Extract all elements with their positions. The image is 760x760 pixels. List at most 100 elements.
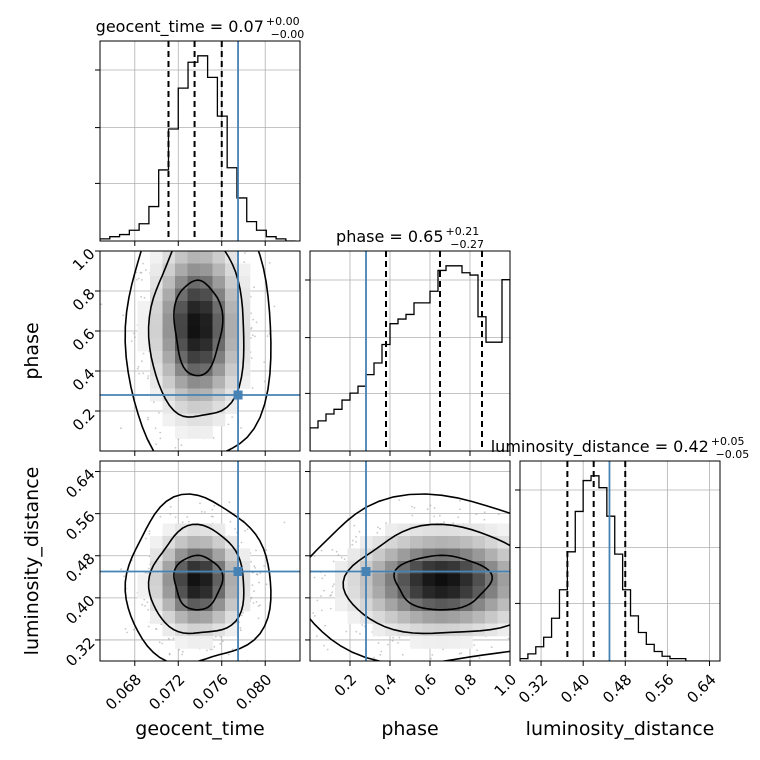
density-cell xyxy=(175,363,188,377)
density-cell xyxy=(150,586,163,599)
sample-point xyxy=(257,605,260,607)
sample-point xyxy=(253,286,256,289)
sample-point xyxy=(250,596,253,599)
sample-point xyxy=(266,335,269,337)
contour-line xyxy=(393,554,494,611)
y-tick-label: 0.32 xyxy=(62,634,98,670)
sample-point xyxy=(253,590,255,593)
sample-point xyxy=(136,367,139,370)
sample-point xyxy=(263,380,266,383)
sample-point xyxy=(229,520,232,523)
density-cell xyxy=(447,573,461,587)
contour-line xyxy=(342,523,510,635)
density-cell xyxy=(175,326,188,339)
sample-point xyxy=(142,352,145,355)
x-tick-label: 0.8 xyxy=(451,671,481,701)
y-axis-label-luminosity-distance: luminosity_distance xyxy=(21,467,43,656)
density-cell xyxy=(397,536,411,549)
density-cell xyxy=(150,338,163,352)
density-cell xyxy=(472,536,486,549)
contour-line xyxy=(124,251,272,451)
density-cell xyxy=(472,561,486,574)
panel-hist-geocent-time xyxy=(95,40,301,246)
sample-point xyxy=(148,532,151,535)
density-cell xyxy=(150,598,163,612)
x-axis-label-luminosity-distance: luminosity_distance xyxy=(526,718,715,740)
sample-point xyxy=(124,628,127,630)
sample-point xyxy=(359,632,361,635)
density-cell xyxy=(175,536,188,549)
sample-point xyxy=(209,648,212,651)
density-cell xyxy=(187,536,201,549)
sample-point xyxy=(331,585,334,588)
sample-point xyxy=(443,521,445,524)
sample-point xyxy=(199,502,201,505)
density-cell xyxy=(187,376,201,389)
sample-point xyxy=(355,535,357,538)
density-cell xyxy=(212,363,226,377)
sample-point xyxy=(323,644,325,647)
density-cell xyxy=(460,573,473,587)
density-cell xyxy=(497,586,510,599)
density-cell xyxy=(435,636,448,649)
sample-point xyxy=(136,278,138,281)
sample-point xyxy=(186,516,189,518)
density-cell xyxy=(422,573,436,587)
sample-point xyxy=(377,526,379,529)
sample-point xyxy=(345,630,348,633)
sample-point xyxy=(144,605,146,607)
sample-point xyxy=(265,549,268,552)
density-cell xyxy=(187,573,201,587)
sample-point xyxy=(459,499,461,502)
histogram-step-line xyxy=(100,55,296,241)
density-cell xyxy=(225,536,238,549)
density-cell xyxy=(162,351,176,364)
sample-point xyxy=(320,595,322,597)
sample-point xyxy=(473,644,476,646)
sample-point xyxy=(355,630,358,633)
density-cell xyxy=(447,548,461,562)
sample-point xyxy=(313,555,316,557)
density-cell xyxy=(485,586,498,599)
density-cell xyxy=(472,598,486,612)
density-cell xyxy=(435,536,448,549)
sample-point xyxy=(141,279,143,281)
density-cell xyxy=(447,536,461,549)
sample-point xyxy=(433,515,436,518)
density-cell xyxy=(187,263,201,277)
density-cell xyxy=(162,413,176,427)
density-cell xyxy=(422,623,436,637)
sample-point xyxy=(426,508,429,511)
panel-axes: 0.32 0.40 0.48 0.56 0.64 xyxy=(515,460,721,707)
sample-point xyxy=(253,565,256,567)
y-tick-label: 0.56 xyxy=(62,507,98,543)
density-cell xyxy=(187,586,201,599)
sample-point xyxy=(355,541,357,543)
sample-point xyxy=(239,629,242,632)
density-cell xyxy=(175,548,188,562)
density-cell xyxy=(200,351,213,364)
sample-point xyxy=(490,646,493,649)
sample-point xyxy=(243,261,246,263)
density-cell xyxy=(137,313,151,327)
density-cell xyxy=(137,338,151,352)
density-cell xyxy=(187,401,201,414)
density-cell xyxy=(187,276,201,289)
sample-point xyxy=(250,560,253,563)
grid-lines xyxy=(310,251,510,451)
panel-phase-vs-luminosity-distance: 0.2 0.4 0.6 0.8 1.0 xyxy=(305,460,520,701)
density-cell xyxy=(435,561,448,574)
density-cell xyxy=(385,586,398,599)
density-cell xyxy=(200,426,213,439)
density-cell xyxy=(175,426,188,439)
sample-point xyxy=(254,335,256,338)
axes-frame xyxy=(99,40,301,242)
sample-point xyxy=(353,524,356,527)
histogram-marks xyxy=(100,41,296,241)
sample-point xyxy=(212,515,214,518)
density-cell xyxy=(335,561,348,574)
sample-point xyxy=(331,591,333,594)
density-cell xyxy=(175,598,188,612)
density-cell xyxy=(212,326,226,339)
density-cell xyxy=(162,623,176,637)
